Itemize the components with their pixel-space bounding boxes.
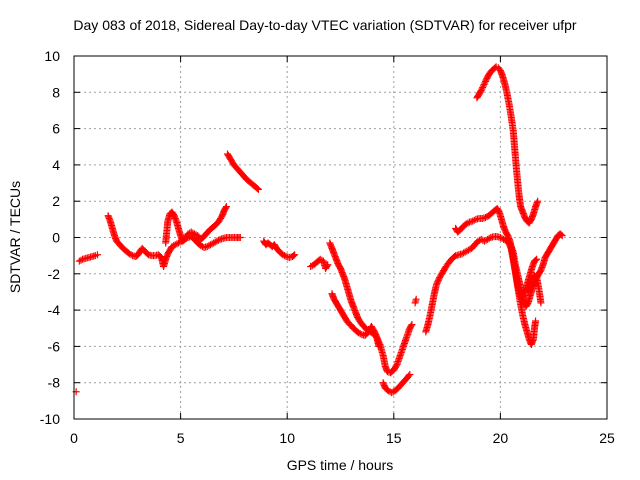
x-tick-label: 10 (279, 430, 295, 446)
plot-frame (73, 55, 608, 420)
data-point (127, 251, 135, 259)
y-tick-label: 2 (52, 193, 60, 209)
data-point (479, 83, 487, 91)
y-tick-label: -2 (48, 266, 61, 282)
data-point (485, 234, 493, 242)
y-tick-label: -10 (40, 411, 60, 427)
y-tick-labels: -10 -8 -6 -4 -2 0 2 4 6 8 10 (40, 48, 60, 427)
data-point (534, 197, 542, 205)
x-tick-label: 15 (386, 430, 402, 446)
data-point (254, 185, 262, 193)
x-tick-label: 20 (493, 430, 509, 446)
x-tick-labels: 0 5 10 15 20 25 (70, 430, 615, 446)
data-point (477, 86, 485, 94)
data-point (236, 234, 244, 241)
data-point (222, 203, 230, 211)
data-point (93, 251, 101, 259)
data-point (470, 216, 478, 224)
data-point (222, 204, 230, 212)
data-point (480, 80, 488, 88)
x-tick-label: 25 (599, 430, 615, 446)
data-point (323, 262, 331, 270)
data-point (532, 317, 540, 325)
data-point (533, 255, 541, 263)
x-axis-label: GPS time / hours (287, 457, 394, 473)
data-point (253, 184, 261, 192)
data-point (479, 82, 487, 90)
x-tick-label: 0 (70, 430, 78, 446)
y-axis-label: SDTVAR / TECUs (7, 181, 23, 293)
data-point (356, 330, 364, 338)
grid-lines (74, 56, 607, 419)
y-tick-label: -6 (48, 338, 61, 354)
y-tick-label: 6 (52, 121, 60, 137)
data-point (532, 256, 540, 264)
chart-title: Day 083 of 2018, Sidereal Day-to-day VTE… (73, 17, 577, 33)
data-point (214, 236, 222, 244)
data-point (558, 232, 566, 240)
data-point (290, 252, 298, 260)
y-tick-label: -4 (48, 302, 61, 318)
data-point (464, 219, 472, 227)
data-point (481, 79, 489, 87)
data-point (405, 372, 413, 380)
y-tick-label: 10 (44, 48, 60, 64)
data-point (482, 76, 490, 84)
data-point (406, 371, 414, 379)
data-point (291, 251, 299, 259)
data-point (375, 342, 383, 350)
data-point (481, 77, 489, 85)
data-point (557, 231, 565, 239)
y-tick-label: 8 (52, 84, 60, 100)
x-tick-label: 5 (177, 430, 185, 446)
data-point (478, 85, 486, 93)
data-point (407, 322, 415, 330)
y-tick-label: -8 (48, 375, 61, 391)
data-point (281, 252, 289, 260)
data-point (537, 299, 545, 307)
data-point (77, 256, 85, 264)
y-tick-label: 0 (52, 230, 60, 246)
data-point (324, 261, 332, 269)
data-point (408, 321, 416, 329)
data-points (72, 63, 566, 397)
data-point (412, 295, 420, 303)
y-tick-label: 4 (52, 157, 60, 173)
